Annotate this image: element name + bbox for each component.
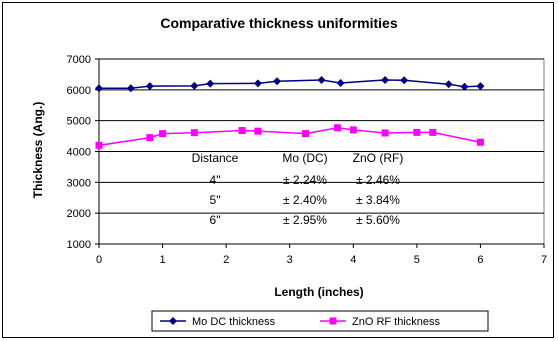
table-cell-2-0: 6" (210, 213, 221, 227)
series-1-point-3 (190, 129, 198, 137)
series-0-point-0 (95, 84, 103, 93)
y-tick-label-2000: 2000 (67, 208, 91, 220)
table-header-2: ZnO (RF) (353, 151, 404, 165)
series-1-point-8 (349, 126, 357, 134)
series-0-point-2 (145, 82, 154, 91)
series-0-point-9 (381, 75, 390, 84)
series-0-point-5 (253, 79, 262, 88)
legend-label-0: Mo DC thickness (192, 316, 276, 328)
series-0-point-1 (126, 84, 135, 93)
table-cell-2-2: ± 5.60% (356, 213, 400, 227)
series-0-point-11 (444, 80, 453, 89)
series-0-point-10 (400, 76, 409, 85)
series-1-point-9 (381, 129, 389, 137)
legend-marker-0 (169, 317, 177, 325)
series-0-point-4 (206, 79, 215, 88)
table-cell-1-1: ± 2.40% (283, 193, 327, 207)
series-0-point-7 (317, 75, 326, 84)
legend: Mo DC thickness ZnO RF thickness (151, 310, 489, 332)
table-cell-0-1: ± 2.24% (283, 173, 327, 187)
series-1-point-11 (429, 128, 437, 136)
axes: 1000 2000 3000 4000 5000 6000 7000 0 1 2 3 4 5 6 7 (67, 54, 548, 266)
x-tick-label-1: 1 (160, 254, 166, 266)
y-tick-label-1000: 1000 (67, 239, 91, 251)
table-cell-1-0: 5" (210, 193, 221, 207)
legend-marker-1 (329, 317, 337, 325)
series-0-point-12 (460, 82, 469, 91)
y-tick-label-4000: 4000 (67, 147, 91, 159)
x-tick-label-0: 0 (96, 254, 102, 266)
series-line-0 (99, 79, 481, 90)
series-1-point-5 (254, 127, 262, 135)
table-cell-0-0: 4" (210, 173, 221, 187)
series-1-point-12 (476, 138, 484, 146)
series-0-point-8 (336, 79, 345, 88)
table-cell-0-2: ± 2.46% (356, 173, 400, 187)
series-0-point-6 (273, 77, 281, 86)
series-1-point-7 (333, 124, 341, 132)
x-tick-label-4: 4 (350, 254, 356, 266)
grid-lines (99, 58, 544, 214)
x-tick-label-7: 7 (541, 254, 547, 266)
annotation-table: Distance Mo (DC) ZnO (RF) 4" ± 2.24% ± 2.46% 5… (192, 151, 404, 227)
table-cell-2-1: ± 2.95% (283, 213, 327, 227)
y-tick-label-5000: 5000 (67, 116, 91, 128)
x-tick-label-6: 6 (477, 254, 483, 266)
table-header-1: Mo (DC) (282, 151, 327, 165)
y-tick-label-3000: 3000 (67, 177, 91, 189)
series-1-point-4 (238, 127, 246, 135)
x-axis-label: Length (inches) (274, 285, 363, 299)
table-cell-1-2: ± 3.84% (356, 193, 400, 207)
legend-label-1: ZnO RF thickness (352, 316, 441, 328)
series-1-point-6 (302, 130, 310, 138)
y-tick-label-6000: 6000 (67, 85, 91, 97)
series-1-point-10 (413, 128, 421, 136)
x-tick-label-2: 2 (223, 254, 229, 266)
series-1-point-2 (159, 130, 167, 138)
series-layer (95, 75, 485, 149)
x-tick-label-3: 3 (287, 254, 293, 266)
series-1-point-0 (95, 141, 103, 149)
y-axis-label: Thickness (Ang.) (31, 102, 45, 199)
series-1-point-1 (146, 134, 154, 142)
table-header-0: Distance (192, 151, 239, 165)
series-0-point-3 (190, 81, 199, 90)
x-tick-label-5: 5 (414, 254, 420, 266)
y-tick-label-7000: 7000 (67, 54, 91, 66)
series-0-point-13 (476, 82, 485, 91)
chart-title: Comparative thickness uniformities (160, 15, 398, 31)
